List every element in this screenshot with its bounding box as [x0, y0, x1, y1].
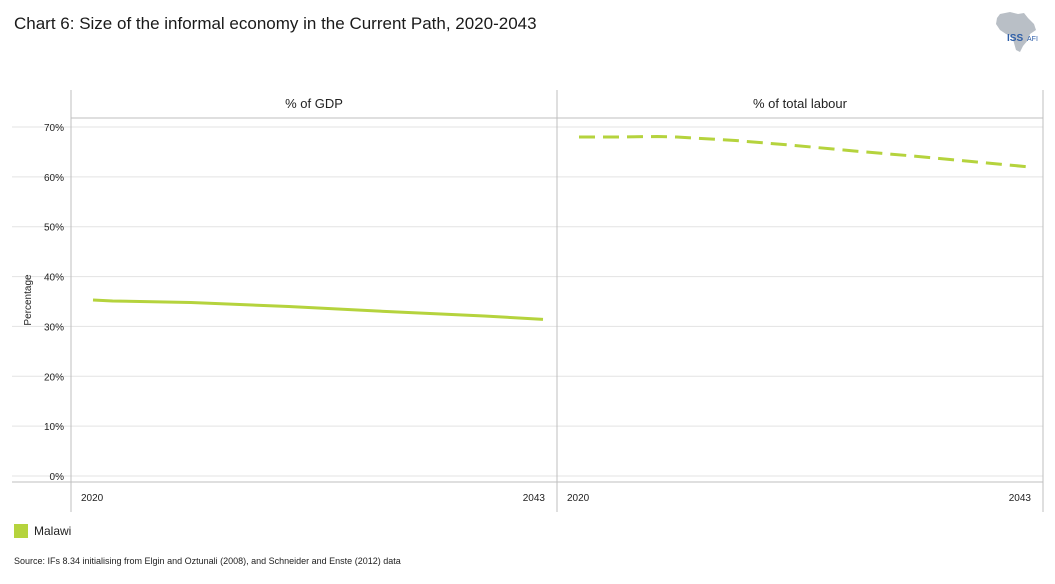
y-tick-label-60%: 60%: [44, 173, 64, 184]
y-tick-label-10%: 10%: [44, 422, 64, 433]
y-axis: 0% 10% 20% 30% 40% 50% 60% 70% Percentage: [23, 123, 64, 483]
x-tick-label-1-end: 2043: [1009, 493, 1032, 504]
logo-iss-text: ISS: [1007, 33, 1023, 44]
legend-label-malawi: Malawi: [34, 524, 72, 538]
africa-silhouette-icon: [996, 12, 1036, 52]
x-tick-label-0-start: 2020: [81, 493, 104, 504]
panel-title-0: % of GDP: [285, 96, 343, 111]
legend: Malawi: [14, 524, 71, 538]
x-tick-label-0-end: 2043: [523, 493, 546, 504]
y-tick-label-20%: 20%: [44, 372, 64, 383]
y-tick-label-50%: 50%: [44, 223, 64, 234]
logo-afi-text: AFI: [1027, 36, 1038, 43]
panel-title-1: % of total labour: [753, 96, 848, 111]
series-lines: [92, 135, 1030, 321]
y-tick-label-30%: 30%: [44, 322, 64, 333]
y-axis-label: Percentage: [23, 274, 34, 326]
chart-title: Chart 6: Size of the informal economy in…: [14, 14, 537, 33]
x-tick-label-1-start: 2020: [567, 493, 590, 504]
x-axis: 2020 2043 2020 2043: [81, 493, 1031, 504]
y-tick-label-0%: 0%: [50, 472, 65, 483]
gridlines: [12, 126, 1043, 477]
series-line-malawi-panel-1: [579, 135, 1030, 169]
series-line-malawi-panel-0: [92, 298, 544, 321]
panel-frames: [12, 90, 1044, 512]
iss-africa-logo: ISS AFI: [996, 12, 1038, 52]
y-tick-label-40%: 40%: [44, 273, 64, 284]
panel-headers: % of GDP % of total labour: [285, 96, 848, 111]
source-note: Source: IFs 8.34 initialising from Elgin…: [14, 556, 401, 566]
y-tick-label-70%: 70%: [44, 123, 64, 134]
legend-swatch-malawi: [14, 524, 28, 538]
